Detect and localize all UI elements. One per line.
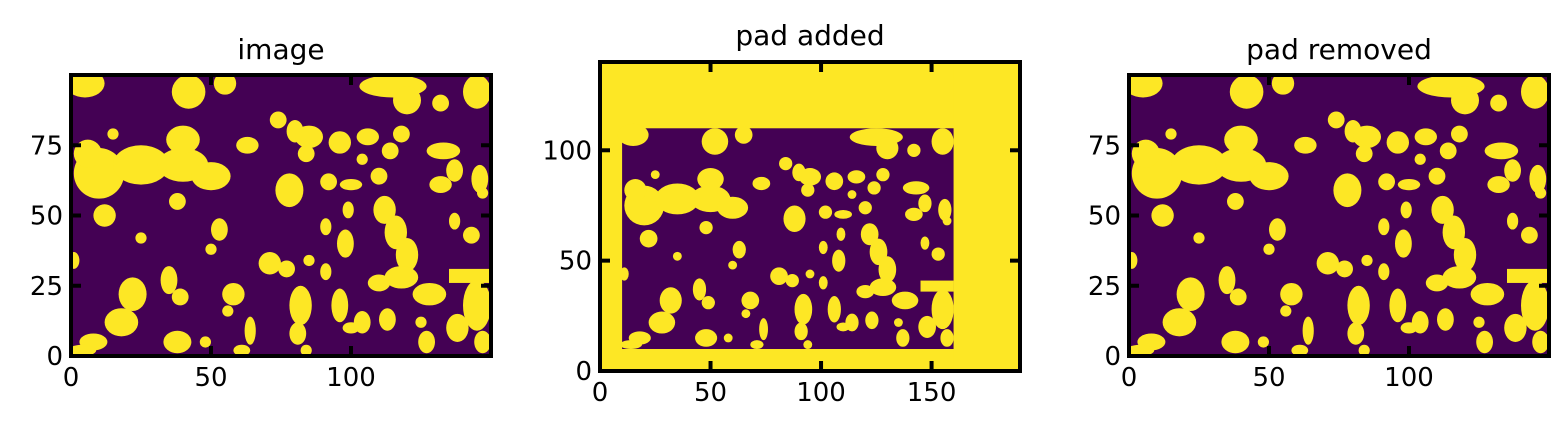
y-tick-label: 50	[1088, 202, 1121, 232]
x-tick-label: 50	[1252, 363, 1285, 393]
panel-pad-removed: pad removed 0 50 100 0 25 50 75	[1088, 33, 1551, 393]
y-tick-label: 0	[46, 342, 63, 372]
panel-title: pad added	[735, 19, 884, 52]
x-tick-label: 0	[63, 363, 80, 393]
y-tick-label: 50	[30, 202, 63, 232]
y-tick-label: 50	[559, 247, 592, 277]
axis-ticks: 0 50 100 150 0 50 100	[542, 62, 1020, 408]
axis-ticks: 0 50 100 0 25 50 75	[1088, 75, 1549, 393]
axis-ticks: 0 50 100 0 25 50 75	[30, 75, 491, 393]
panel-title: image	[237, 33, 324, 66]
panel-title: pad removed	[1246, 33, 1432, 66]
y-tick-label: 25	[30, 272, 63, 302]
panel-image: image 0 50 100 0 25 50 75	[30, 33, 493, 393]
y-tick-label: 0	[575, 357, 592, 387]
y-tick-label: 0	[1104, 342, 1121, 372]
x-tick-label: 150	[907, 378, 957, 408]
y-tick-label: 75	[1088, 131, 1121, 161]
axes-frame	[598, 60, 1022, 373]
x-tick-label: 100	[326, 363, 376, 393]
y-tick-label: 75	[30, 131, 63, 161]
x-tick-label: 0	[592, 378, 609, 408]
x-tick-label: 0	[1121, 363, 1138, 393]
y-tick-label: 25	[1088, 272, 1121, 302]
x-tick-label: 50	[694, 378, 727, 408]
panel-pad-added: pad added 0 50 100 150 0 50 100	[542, 19, 1022, 408]
y-tick-label: 100	[542, 136, 592, 166]
x-tick-label: 50	[194, 363, 227, 393]
x-tick-label: 100	[796, 378, 846, 408]
x-tick-label: 100	[1384, 363, 1434, 393]
